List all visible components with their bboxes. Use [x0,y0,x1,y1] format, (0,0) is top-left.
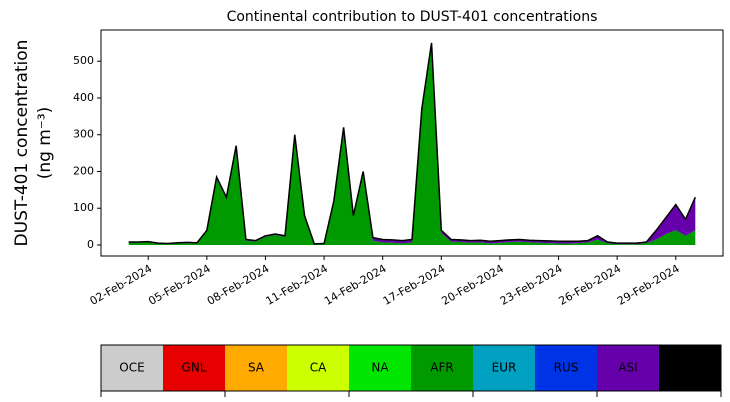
colorbar-cell [597,345,659,391]
colorbar-cell [535,345,597,391]
colorbar-cell [287,345,349,391]
colorbar-cell [225,345,287,391]
colorbar-label: OCE [119,361,144,375]
colorbar-cell [411,345,473,391]
plot-frame [100,29,724,257]
colorbar-cell [659,345,721,391]
colorbar-cell [163,345,225,391]
colorbar-label: SA [248,361,265,375]
colorbar-label: AFR [430,361,453,375]
x-tick-label: 17-Feb-2024 [381,262,448,308]
total-line [128,42,697,245]
x-tick-label: 08-Feb-2024 [205,262,272,308]
colorbar-cell [349,345,411,391]
y-tick-label: 100 [73,201,94,214]
chart-title: Continental contribution to DUST-401 con… [227,9,598,25]
x-tick-label: 29-Feb-2024 [615,262,682,308]
colorbar-label: RUS [554,361,579,375]
x-tick-label: 05-Feb-2024 [146,262,213,308]
colorbar-label: AUS [678,361,703,375]
colorbar-label: NA [371,361,389,375]
colorbar-frame [100,344,722,392]
colorbar-label: CA [310,361,327,375]
y-axis-label: (ng m⁻³) [35,107,55,180]
colorbar-cell [473,345,535,391]
y-tick-label: 0 [87,238,94,251]
y-tick-label: 300 [73,128,94,141]
colorbar-label: ASI [618,361,637,375]
area [128,46,696,245]
y-axis-label: DUST-401 concentration [12,40,32,247]
x-tick-label: 20-Feb-2024 [439,262,506,308]
y-tick-label: 200 [73,164,94,177]
x-tick-label: 26-Feb-2024 [557,262,624,308]
colorbar-label: GNL [182,361,207,375]
x-tick-label: 23-Feb-2024 [498,262,565,308]
y-tick-label: 500 [73,54,94,67]
y-tick-label: 400 [73,91,94,104]
x-tick-label: 02-Feb-2024 [88,262,155,308]
colorbar-label: EUR [492,361,517,375]
x-tick-label: 11-Feb-2024 [263,262,330,308]
x-tick-label: 14-Feb-2024 [322,262,389,308]
colorbar-cell [101,345,163,391]
